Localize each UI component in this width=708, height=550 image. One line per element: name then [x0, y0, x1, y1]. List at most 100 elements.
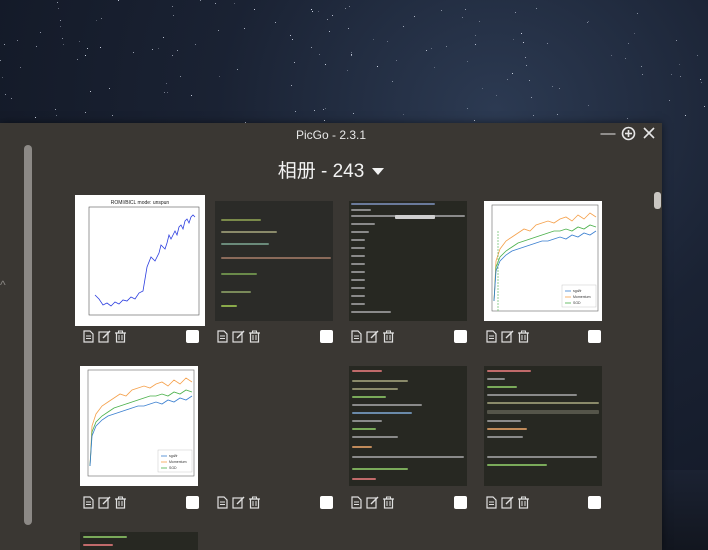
image-actions	[82, 330, 130, 344]
copy-link-icon[interactable]	[82, 330, 95, 343]
wallpaper-star	[329, 31, 330, 32]
wallpaper-star	[403, 26, 404, 27]
wallpaper-star	[62, 38, 63, 39]
svg-text:sgd/lr: sgd/lr	[573, 289, 582, 293]
wallpaper-star	[312, 11, 313, 12]
wallpaper-star	[85, 112, 86, 113]
wallpaper-star	[56, 115, 57, 116]
maximize-icon[interactable]	[620, 126, 636, 142]
minimize-icon[interactable]: —	[600, 125, 616, 142]
wallpaper-star	[0, 60, 1, 61]
wallpaper-star	[311, 9, 312, 10]
select-checkbox[interactable]	[454, 330, 467, 343]
wallpaper-star	[641, 66, 642, 67]
wallpaper-star	[531, 97, 532, 98]
select-checkbox[interactable]	[320, 330, 333, 343]
wallpaper-star	[109, 88, 110, 89]
gallery-image[interactable]	[215, 201, 333, 321]
copy-link-icon[interactable]	[485, 496, 498, 509]
wallpaper-star	[627, 118, 628, 119]
wallpaper-star	[434, 67, 435, 68]
copy-link-icon[interactable]	[216, 496, 229, 509]
select-checkbox[interactable]	[454, 496, 467, 509]
wallpaper-star	[167, 92, 168, 93]
delete-icon[interactable]	[382, 496, 395, 509]
gallery-image[interactable]	[349, 201, 467, 321]
wallpaper-star	[319, 54, 320, 55]
wallpaper-star	[441, 10, 442, 11]
edit-icon[interactable]	[98, 330, 111, 343]
edit-icon[interactable]	[501, 330, 514, 343]
album-title-dropdown[interactable]: 相册 - 243	[0, 156, 662, 183]
close-icon[interactable]	[641, 126, 657, 142]
gallery-image[interactable]: sgd/lr Momentum SGD	[484, 201, 602, 321]
select-checkbox[interactable]	[186, 330, 199, 343]
edit-icon[interactable]	[501, 496, 514, 509]
gallery-image[interactable]	[80, 532, 198, 550]
wallpaper-star	[244, 28, 245, 29]
wallpaper-star	[465, 9, 466, 10]
wallpaper-star	[559, 88, 560, 89]
wallpaper-star	[351, 52, 352, 53]
wallpaper-star	[552, 86, 553, 87]
wallpaper-star	[87, 48, 88, 49]
sidebar-collapse-icon[interactable]: ^	[0, 278, 6, 292]
wallpaper-star	[351, 55, 352, 56]
delete-icon[interactable]	[248, 496, 261, 509]
wallpaper-star	[292, 39, 293, 40]
delete-icon[interactable]	[114, 330, 127, 343]
wallpaper-star	[700, 79, 701, 80]
gallery-image[interactable]	[484, 366, 602, 486]
delete-icon[interactable]	[382, 330, 395, 343]
wallpaper-star	[377, 66, 378, 67]
delete-icon[interactable]	[248, 330, 261, 343]
wallpaper-star	[173, 15, 174, 16]
wallpaper-star	[172, 6, 173, 7]
wallpaper-star	[523, 42, 524, 43]
wallpaper-star	[529, 80, 530, 81]
wallpaper-star	[36, 46, 37, 47]
wallpaper-star	[347, 70, 348, 71]
copy-link-icon[interactable]	[82, 496, 95, 509]
sidebar-scrollbar[interactable]	[24, 145, 32, 525]
wallpaper-star	[327, 19, 328, 20]
delete-icon[interactable]	[517, 330, 530, 343]
select-checkbox[interactable]	[588, 496, 601, 509]
select-checkbox[interactable]	[588, 330, 601, 343]
edit-icon[interactable]	[366, 330, 379, 343]
edit-icon[interactable]	[366, 496, 379, 509]
gallery-image[interactable]: sgd/lr Momentum SGD	[80, 366, 198, 486]
gallery-scrollbar[interactable]	[654, 192, 661, 209]
image-actions	[350, 496, 398, 510]
delete-icon[interactable]	[517, 496, 530, 509]
copy-link-icon[interactable]	[350, 330, 363, 343]
wallpaper-star	[195, 44, 196, 45]
wallpaper-star	[219, 76, 220, 77]
wallpaper-star	[588, 21, 589, 22]
wallpaper-star	[679, 64, 680, 65]
image-actions	[216, 330, 264, 344]
delete-icon[interactable]	[114, 496, 127, 509]
wallpaper-star	[152, 49, 153, 50]
wallpaper-star	[254, 9, 255, 10]
select-checkbox[interactable]	[186, 496, 199, 509]
edit-icon[interactable]	[232, 330, 245, 343]
gallery-image[interactable]: ROMI/BICL mode: unspun	[75, 195, 205, 326]
wallpaper-star	[403, 114, 404, 115]
wallpaper-star	[671, 74, 672, 75]
wallpaper-star	[349, 6, 350, 7]
wallpaper-star	[426, 50, 427, 51]
wallpaper-star	[4, 44, 5, 45]
wallpaper-star	[521, 33, 522, 34]
picgo-window: PicGo - 2.3.1 — ^ 相册 - 243 ROMI/BICL mod…	[0, 123, 662, 550]
copy-link-icon[interactable]	[216, 330, 229, 343]
edit-icon[interactable]	[98, 496, 111, 509]
copy-link-icon[interactable]	[485, 330, 498, 343]
wallpaper-star	[467, 108, 468, 109]
select-checkbox[interactable]	[320, 496, 333, 509]
gallery-image[interactable]	[349, 366, 467, 486]
wallpaper-star	[525, 57, 526, 58]
edit-icon[interactable]	[232, 496, 245, 509]
copy-link-icon[interactable]	[350, 496, 363, 509]
wallpaper-star	[294, 62, 295, 63]
